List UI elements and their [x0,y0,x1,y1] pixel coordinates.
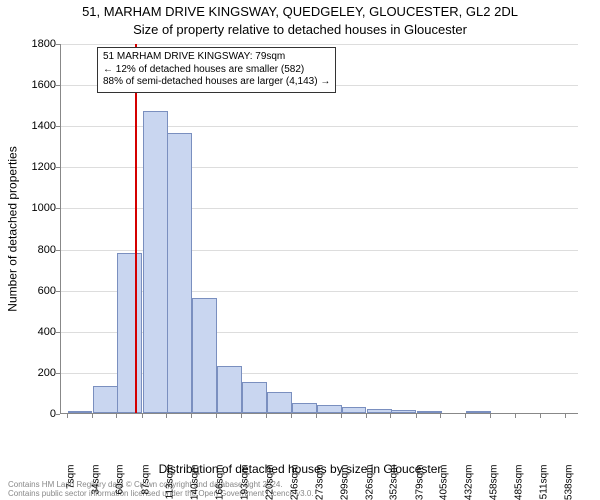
x-tick-label: 352sqm [389,465,400,500]
x-tick-mark [465,414,466,418]
x-tick-mark [67,414,68,418]
histogram-bar [192,298,217,413]
x-tick-mark [515,414,516,418]
y-tick-mark [56,208,60,209]
x-tick-label: 34sqm [90,465,101,500]
y-tick-mark [56,414,60,415]
x-tick-label: 405sqm [439,465,450,500]
page-title-line2: Size of property relative to detached ho… [0,22,600,37]
x-tick-label: 113sqm [165,465,176,500]
x-tick-mark [416,414,417,418]
x-tick-label: 246sqm [289,465,300,500]
annotation-line1: 51 MARHAM DRIVE KINGSWAY: 79sqm [103,51,330,64]
x-tick-label: 87sqm [140,465,151,500]
x-tick-label: 60sqm [115,465,126,500]
histogram-bar [93,386,118,413]
x-tick-mark [291,414,292,418]
x-tick-mark [241,414,242,418]
y-tick-mark [56,332,60,333]
y-tick-label: 1200 [6,161,56,173]
histogram-bar [317,405,342,413]
y-tick-label: 1400 [6,120,56,132]
reference-marker-line [135,44,137,413]
y-tick-label: 1600 [6,79,56,91]
histogram-bar [342,407,367,413]
y-tick-label: 1000 [6,202,56,214]
histogram-bar [68,411,93,413]
x-tick-label: 485sqm [514,465,525,500]
annotation-box: 51 MARHAM DRIVE KINGSWAY: 79sqm ← 12% of… [97,47,336,93]
x-tick-mark [440,414,441,418]
x-tick-label: 458sqm [488,465,499,500]
histogram-bar [217,366,242,413]
x-tick-label: 193sqm [240,465,251,500]
x-tick-label: 166sqm [214,465,225,500]
y-tick-mark [56,373,60,374]
chart-page: 51, MARHAM DRIVE KINGSWAY, QUEDGELEY, GL… [0,0,600,500]
x-tick-mark [565,414,566,418]
page-title-line1: 51, MARHAM DRIVE KINGSWAY, QUEDGELEY, GL… [0,4,600,19]
x-tick-label: 273sqm [315,465,326,500]
x-tick-label: 326sqm [364,465,375,500]
y-tick-label: 600 [6,285,56,297]
histogram-bar [417,411,442,413]
y-tick-mark [56,85,60,86]
x-tick-label: 140sqm [190,465,201,500]
x-tick-mark [390,414,391,418]
gridline [61,250,578,251]
histogram-bar [242,382,267,413]
y-axis-title: Number of detached properties [6,44,20,414]
gridline [61,44,578,45]
x-tick-mark [191,414,192,418]
histogram-bar [267,392,292,413]
y-tick-mark [56,291,60,292]
gridline [61,208,578,209]
gridline [61,126,578,127]
gridline [61,167,578,168]
x-tick-label: 538sqm [563,465,574,500]
x-tick-mark [366,414,367,418]
histogram-bar [117,253,142,413]
x-tick-mark [266,414,267,418]
histogram-bar [167,133,192,413]
x-tick-mark [316,414,317,418]
x-tick-label: 432sqm [464,465,475,500]
y-tick-mark [56,44,60,45]
y-tick-label: 800 [6,244,56,256]
histogram-bar [466,411,491,413]
x-tick-mark [92,414,93,418]
y-tick-label: 1800 [6,38,56,50]
y-tick-label: 200 [6,367,56,379]
x-tick-mark [216,414,217,418]
plot-area [60,44,578,414]
x-tick-mark [341,414,342,418]
x-tick-label: 379sqm [414,465,425,500]
histogram-bar [367,409,392,413]
y-tick-mark [56,126,60,127]
histogram-bar [143,111,168,413]
annotation-line2: ← 12% of detached houses are smaller (58… [103,64,330,77]
histogram-bar [292,403,317,413]
x-tick-label: 511sqm [538,465,549,500]
x-tick-mark [116,414,117,418]
y-tick-mark [56,167,60,168]
y-tick-label: 0 [6,408,56,420]
x-tick-mark [166,414,167,418]
x-tick-label: 7sqm [65,465,76,500]
x-tick-label: 220sqm [265,465,276,500]
x-tick-label: 299sqm [339,465,350,500]
x-tick-mark [142,414,143,418]
x-tick-mark [540,414,541,418]
histogram-bar [391,410,416,413]
annotation-line3: 88% of semi-detached houses are larger (… [103,76,330,89]
y-tick-label: 400 [6,326,56,338]
y-tick-mark [56,250,60,251]
x-tick-mark [490,414,491,418]
